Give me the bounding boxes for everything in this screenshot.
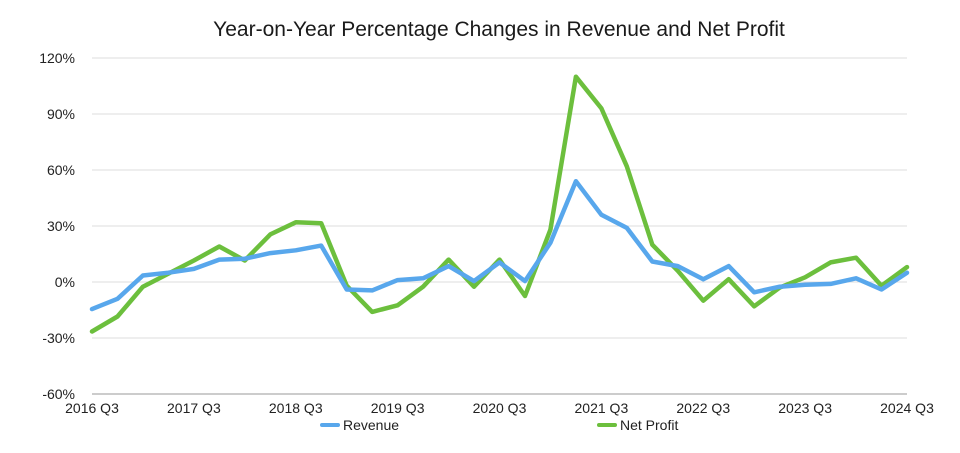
series-line-net-profit (89, 74, 910, 334)
series-lines (89, 74, 910, 334)
y-tick-label: 90% (47, 106, 75, 122)
y-tick-label: 30% (47, 218, 75, 234)
x-tick-label: 2018 Q3 (269, 400, 323, 416)
y-tick-label: -30% (42, 330, 75, 346)
x-tick-label: 2021 Q3 (575, 400, 629, 416)
y-tick-label: 60% (47, 162, 75, 178)
y-tick-label: 0% (55, 274, 75, 290)
x-tick-label: 2019 Q3 (371, 400, 425, 416)
grid-lines (92, 57, 907, 395)
legend-label: Net Profit (620, 417, 678, 433)
chart-title: Year-on-Year Percentage Changes in Reven… (213, 18, 785, 41)
x-axis: 2016 Q3 2017 Q3 2018 Q3 2019 Q3 2020 Q3 2021 … (65, 400, 934, 416)
x-tick-label: 2016 Q3 (65, 400, 119, 416)
legend: Revenue Net Profit (320, 417, 678, 433)
x-tick-label: 2020 Q3 (473, 400, 527, 416)
x-tick-label: 2023 Q3 (778, 400, 832, 416)
x-tick-label: 2017 Q3 (167, 400, 221, 416)
series-line-revenue (89, 178, 910, 312)
x-tick-label: 2024 Q3 (880, 400, 934, 416)
y-tick-label: 120% (39, 50, 75, 66)
legend-label: Revenue (343, 417, 399, 433)
y-tick-label: -60% (42, 386, 75, 402)
x-tick-label: 2022 Q3 (676, 400, 730, 416)
y-axis: 120% 90% 60% 30% 0% -30% -60% (39, 50, 75, 402)
